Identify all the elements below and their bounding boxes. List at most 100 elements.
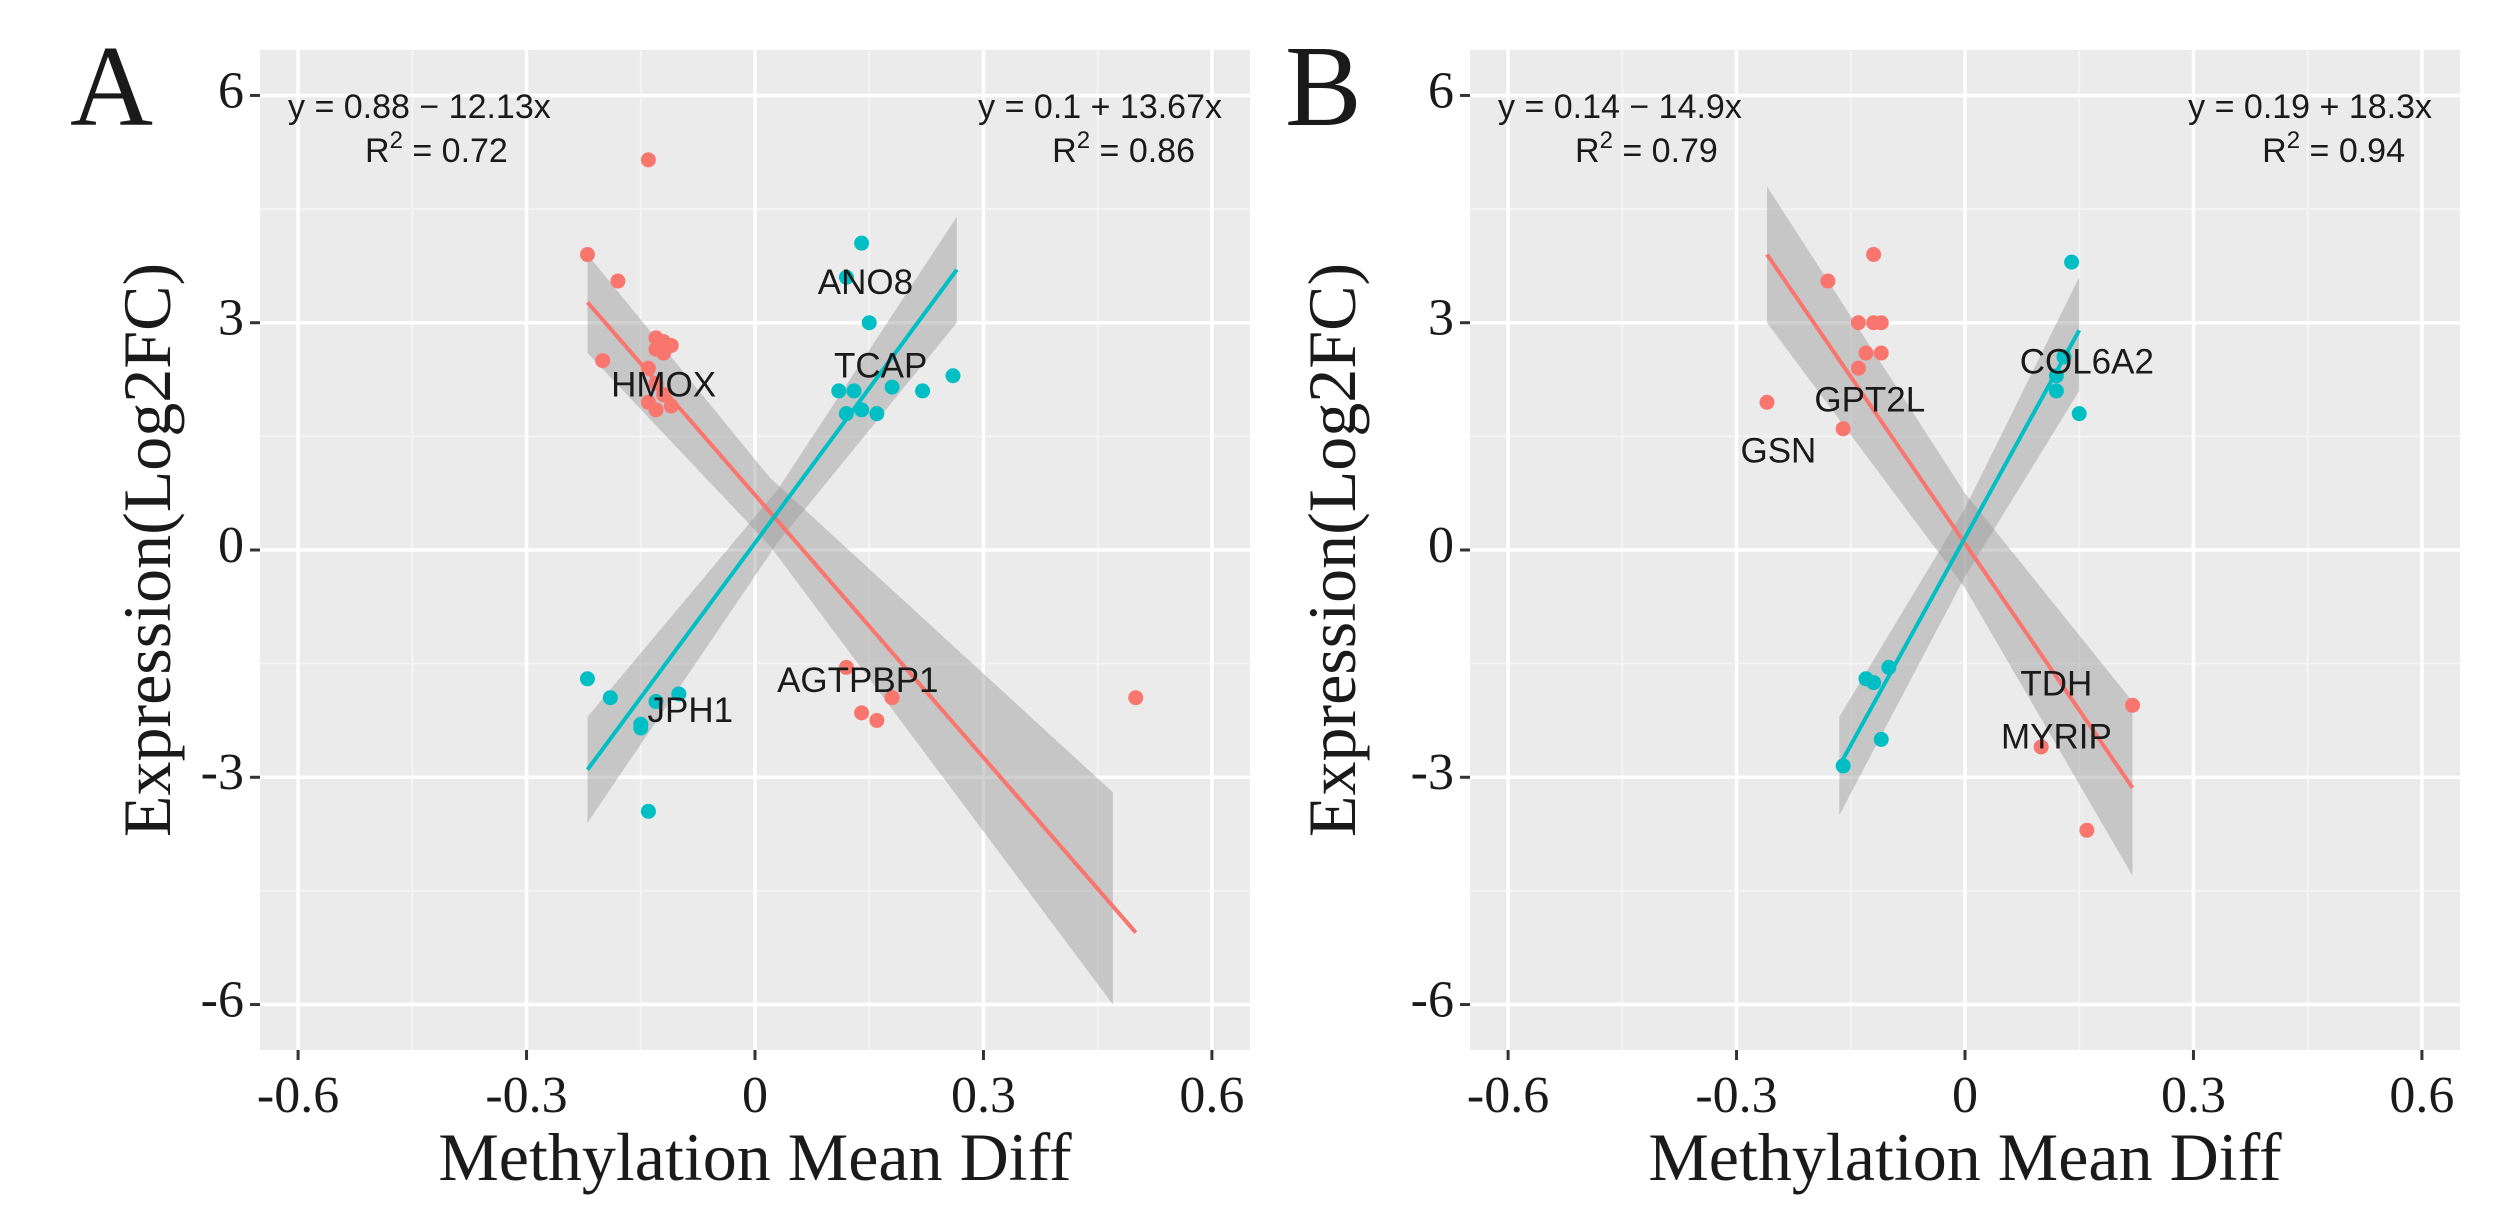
regression-line-negative xyxy=(585,300,1138,934)
confidence-band-negative xyxy=(1767,186,2133,876)
data-point-negative xyxy=(640,152,656,168)
data-point-positive xyxy=(633,716,649,732)
data-point-negative xyxy=(838,659,854,675)
r-squared-positive: R2 = 0.94 xyxy=(2262,127,2405,170)
gene-label: HMOX xyxy=(611,365,716,404)
x-tick-label: 0.6 xyxy=(2389,1067,2454,1124)
y-axis-title: Expression(Log2FC) xyxy=(109,263,185,837)
data-point-negative xyxy=(2033,739,2049,755)
data-point-positive xyxy=(915,383,931,399)
data-point-positive xyxy=(945,368,961,384)
y-tick-label: -6 xyxy=(1411,971,1454,1028)
gene-label: ANO8 xyxy=(818,263,913,302)
data-point-positive xyxy=(1873,731,1889,747)
gene-label: MYRIP xyxy=(2001,718,2112,757)
x-axis-title: Methylation Mean Diff xyxy=(438,1119,1072,1195)
data-point-positive xyxy=(2048,383,2064,399)
data-point-positive xyxy=(884,379,900,395)
equation-negative: y = 0.88 − 12.13x xyxy=(288,88,551,126)
data-point-negative xyxy=(1835,421,1851,437)
r-value: = 0.79 xyxy=(1613,132,1718,170)
x-tick-label: -0.3 xyxy=(1695,1067,1777,1124)
data-point-negative xyxy=(610,273,626,289)
data-point-positive xyxy=(640,803,656,819)
data-point-negative xyxy=(2125,697,2141,713)
equation-negative: y = 0.14 − 14.9x xyxy=(1498,88,1742,126)
confidence-band-negative xyxy=(587,254,1113,1005)
gene-label: TCAP xyxy=(834,346,927,385)
data-point-positive xyxy=(579,671,595,687)
regression-line-positive xyxy=(585,268,959,771)
r-symbol: R xyxy=(365,132,390,170)
panel-label: A xyxy=(70,23,153,150)
equation-positive: y = 0.19 + 18.3x xyxy=(2188,88,2432,126)
data-point-positive xyxy=(1866,675,1882,691)
x-tick-label: 0 xyxy=(1952,1067,1978,1124)
data-point-negative xyxy=(1850,360,1866,376)
data-point-negative xyxy=(869,712,885,728)
r-value: = 0.72 xyxy=(403,132,508,170)
data-point-positive xyxy=(831,383,847,399)
regression-line-negative xyxy=(1765,253,2135,790)
r-value: = 0.86 xyxy=(1090,132,1195,170)
data-point-positive xyxy=(854,235,870,251)
x-tick-label: 0 xyxy=(742,1067,768,1124)
data-point-positive xyxy=(648,694,664,710)
y-tick-label: 6 xyxy=(218,62,244,119)
gene-label: GSN xyxy=(1740,431,1816,470)
x-tick-label: 0.3 xyxy=(951,1067,1016,1124)
data-point-positive xyxy=(671,686,687,702)
data-point-negative xyxy=(884,690,900,706)
data-point-negative xyxy=(1128,690,1144,706)
y-tick-label: -3 xyxy=(1411,744,1454,801)
y-axis-title: Expression(Log2FC) xyxy=(1294,263,1370,837)
r-superscript: 2 xyxy=(390,127,403,154)
data-point-negative xyxy=(656,345,672,361)
data-point-negative xyxy=(1873,345,1889,361)
panel-A: ANO8 TCAP HMOX AGTPBP1 JPH1 y = 0.88 − 12.13x… xyxy=(70,23,1250,1195)
x-tick-label: 0.6 xyxy=(1179,1067,1244,1124)
data-point-negative xyxy=(2079,822,2095,838)
y-tick-label: -3 xyxy=(201,744,244,801)
data-point-positive xyxy=(602,690,618,706)
data-point-positive xyxy=(869,406,885,422)
r-superscript: 2 xyxy=(2287,127,2300,154)
x-tick-label: 0.3 xyxy=(2161,1067,2226,1124)
data-point-negative xyxy=(656,387,672,403)
data-point-positive xyxy=(2071,406,2087,422)
data-point-negative xyxy=(595,353,611,369)
x-tick-label: -0.3 xyxy=(485,1067,567,1124)
data-point-negative xyxy=(1858,345,1874,361)
gene-label: AGTPBP1 xyxy=(777,661,938,700)
gene-label: GPT2L xyxy=(1814,381,1925,420)
gene-label: TDH xyxy=(2020,665,2092,704)
data-point-negative xyxy=(1850,315,1866,331)
data-point-negative xyxy=(1866,247,1882,263)
r-superscript: 2 xyxy=(1600,127,1613,154)
r-squared-positive: R2 = 0.86 xyxy=(1052,127,1195,170)
data-point-negative xyxy=(1873,315,1889,331)
r-superscript: 2 xyxy=(1077,127,1090,154)
gene-label: COL6A2 xyxy=(2020,343,2154,382)
data-point-positive xyxy=(861,315,877,331)
y-tick-label: 6 xyxy=(1428,62,1454,119)
y-tick-label: 3 xyxy=(218,290,244,347)
r-squared-negative: R2 = 0.79 xyxy=(1575,127,1718,170)
x-axis-title: Methylation Mean Diff xyxy=(1648,1119,2282,1195)
y-tick-label: -6 xyxy=(201,971,244,1028)
data-point-negative xyxy=(648,402,664,418)
y-tick-label: 0 xyxy=(218,517,244,574)
gene-label: JPH1 xyxy=(647,691,733,730)
x-tick-label: -0.6 xyxy=(1467,1067,1549,1124)
data-point-negative xyxy=(579,247,595,263)
data-point-negative xyxy=(854,705,870,721)
r-symbol: R xyxy=(1052,132,1077,170)
r-value: = 0.94 xyxy=(2300,132,2405,170)
data-point-negative xyxy=(1820,273,1836,289)
data-point-positive xyxy=(2064,254,2080,270)
data-point-negative xyxy=(1759,394,1775,410)
y-tick-label: 3 xyxy=(1428,290,1454,347)
r-symbol: R xyxy=(1575,132,1600,170)
panel-label: B xyxy=(1285,23,1362,150)
